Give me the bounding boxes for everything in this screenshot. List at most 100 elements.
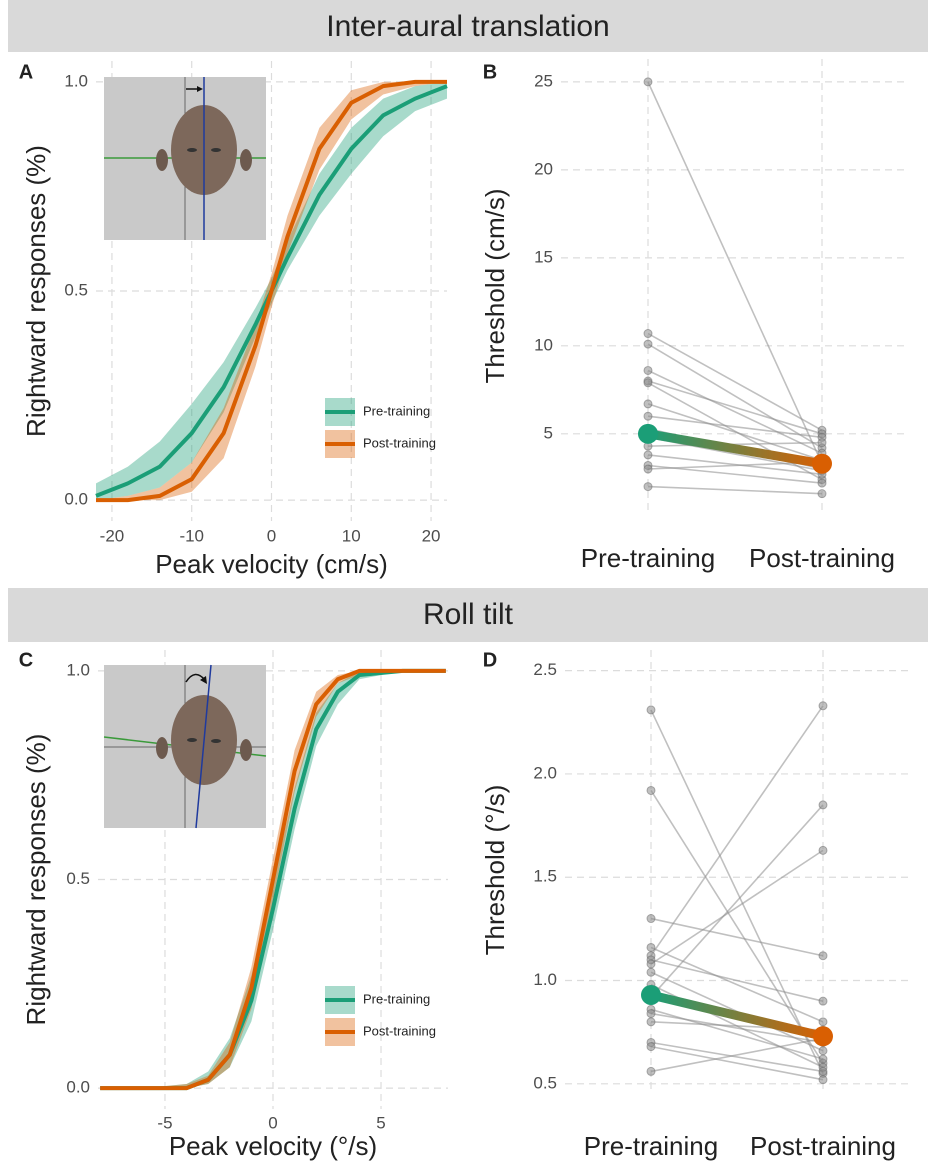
subject-point (646, 1017, 656, 1027)
subject-point (643, 411, 653, 421)
x-tick-label: 0 (268, 1113, 277, 1132)
y-tick-label: 15 (534, 247, 553, 266)
legend-label: Post-training (363, 1023, 436, 1038)
x-tick-label: -5 (157, 1113, 172, 1132)
subject-point (646, 1009, 656, 1019)
subject-point (818, 1017, 828, 1027)
y-tick-label: 0.5 (64, 280, 88, 299)
panel-label: B (483, 61, 497, 83)
y-axis-title: Threshold (cm/s) (480, 188, 510, 383)
subject-point (818, 1075, 828, 1085)
summary-point (812, 453, 832, 474)
strip-background (8, 0, 928, 52)
subject-line (650, 709, 824, 1074)
subject-line (650, 1012, 824, 1044)
subject-line (647, 485, 823, 495)
subject-line (650, 790, 824, 1064)
subject-line (647, 343, 823, 449)
subject-point (646, 1066, 656, 1076)
subject-point (646, 1042, 656, 1052)
subject-point (818, 951, 828, 961)
subject-line (650, 849, 824, 965)
y-tick-label: 0.0 (64, 490, 88, 509)
panel-label: C (19, 649, 33, 671)
x-tick-label: -20 (100, 526, 125, 545)
y-tick-label: 2.5 (533, 660, 557, 679)
y-tick-label: 1.0 (64, 71, 88, 90)
subject-line (647, 81, 823, 465)
inset-roll (103, 664, 267, 829)
subject-point (646, 959, 656, 969)
subject-line (647, 403, 823, 461)
subject-point (818, 845, 828, 855)
x-axis-title: Peak velocity (cm/s) (155, 549, 388, 579)
inset-translation (104, 77, 266, 240)
subject-point (646, 967, 656, 977)
subject-line (647, 454, 823, 476)
summary-point (641, 984, 661, 1005)
summary-point (638, 423, 658, 444)
y-tick-label: 20 (534, 159, 553, 178)
subject-line (650, 1041, 824, 1073)
subject-line (647, 332, 823, 431)
subject-point (643, 378, 653, 388)
subject-point (643, 365, 653, 375)
y-tick-label: 10 (534, 335, 553, 354)
y-tick-label: 0.0 (66, 1078, 90, 1097)
subject-point (643, 450, 653, 460)
strip-title: Roll tilt (423, 598, 514, 631)
subject-line (650, 959, 824, 1002)
subject-point (643, 329, 653, 339)
subject-point (818, 701, 828, 711)
subject-point (646, 705, 656, 715)
x-tick-label: 10 (342, 526, 361, 545)
subject-point (643, 339, 653, 349)
y-tick-label: 5 (544, 423, 553, 442)
x-tick-label: -10 (179, 526, 204, 545)
subject-line (650, 1037, 824, 1073)
subject-line (647, 415, 823, 439)
legend-label: Pre-training (363, 991, 430, 1006)
legend-label: Pre-training (363, 403, 430, 418)
y-axis-title: Rightward responses (%) (21, 145, 51, 437)
x-tick-label: 20 (422, 526, 441, 545)
subject-line (650, 1045, 824, 1081)
panel-label: D (483, 649, 497, 671)
subject-point (818, 1054, 828, 1064)
legend-label: Post-training (363, 435, 436, 450)
subject-point (643, 482, 653, 492)
subject-point (818, 996, 828, 1006)
subject-line (647, 369, 823, 454)
subject-point (817, 478, 827, 488)
summary-line (647, 429, 823, 469)
subject-point (646, 942, 656, 952)
subject-point (818, 800, 828, 810)
summary-line (649, 990, 825, 1041)
curve (100, 668, 446, 1091)
x-tick-label: Post-training (749, 543, 895, 573)
plots: -20 -10 0 10 20 0.0 0.5 1.0 Rightward responses … (19, 59, 909, 1161)
x-tick-label: 0 (267, 526, 276, 545)
subject-point (643, 464, 653, 474)
subject-point (817, 489, 827, 499)
x-tick-label: Pre-training (584, 1131, 718, 1161)
curve (96, 79, 447, 503)
subject-point (643, 77, 653, 87)
panel-label: A (19, 61, 33, 83)
y-tick-label: 2.0 (533, 763, 557, 782)
y-tick-label: 1.5 (533, 867, 557, 886)
subject-line (650, 705, 824, 957)
subject-point (818, 1066, 828, 1076)
y-tick-label: 1.0 (66, 660, 90, 679)
subject-point (818, 1046, 828, 1056)
x-tick-label: Post-training (750, 1131, 896, 1161)
x-axis-title: Peak velocity (°/s) (169, 1131, 377, 1161)
strip-title: Inter-aural translation (326, 10, 609, 43)
summary-point (813, 1026, 833, 1047)
subject-line (650, 917, 824, 957)
x-tick-label: Pre-training (581, 543, 715, 573)
y-axis-title: Threshold (°/s) (480, 785, 510, 956)
subject-line (650, 946, 824, 1023)
subject-line (650, 804, 824, 998)
